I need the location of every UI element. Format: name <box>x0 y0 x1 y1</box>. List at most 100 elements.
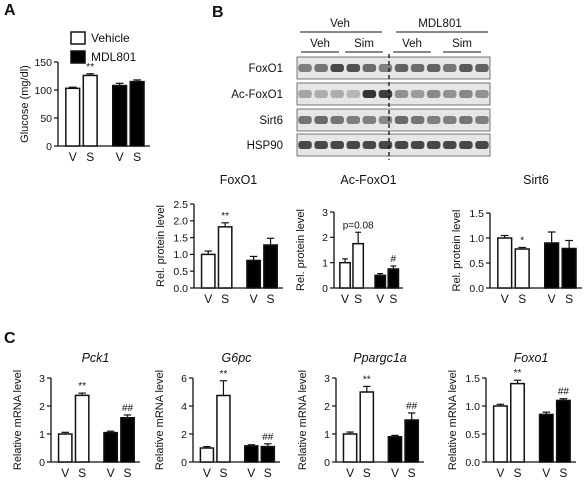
x-tick-label: V <box>496 466 504 480</box>
blot-band <box>378 141 393 149</box>
x-tick-label: S <box>86 150 94 164</box>
x-tick-label: S <box>133 150 141 164</box>
x-tick-label: S <box>264 466 272 480</box>
y-tick-label: 2.0 <box>173 216 188 228</box>
y-tick-label: 3 <box>322 207 328 219</box>
y-tick-label: 0.5 <box>469 258 484 270</box>
legend-swatch-mdl801 <box>70 50 86 64</box>
y-tick-label: 3 <box>324 373 330 385</box>
bar-vehicle <box>342 433 358 463</box>
blot-band <box>410 116 425 124</box>
blot-strip <box>296 133 491 157</box>
blot-band <box>362 64 377 72</box>
significance-label: * <box>520 236 524 247</box>
blot-band <box>394 116 409 124</box>
y-tick-label: 1 <box>39 429 45 441</box>
chart-title: G6pc <box>222 351 253 365</box>
bar-vehicle <box>352 242 365 289</box>
blot-strip <box>296 108 491 132</box>
bar-mdl801 <box>111 84 128 147</box>
blot-band <box>410 141 425 149</box>
bar-mdl801 <box>387 436 403 463</box>
y-tick-label: 3 <box>39 373 45 385</box>
y-tick-label: 1 <box>322 257 328 269</box>
y-tick-label: 6 <box>181 373 187 385</box>
chart-1: FoxO1 Rel. protein level 0.0 0.5 1.0 1.5 2.0 2.… <box>155 173 283 306</box>
bar-mdl801 <box>246 259 262 289</box>
blot-band <box>426 116 441 124</box>
y-axis-label: Relative mRNA level <box>154 370 166 470</box>
y-tick-label: 0 <box>181 457 187 469</box>
bar-mdl801 <box>538 413 554 463</box>
blot-band <box>314 116 328 124</box>
blot-strip <box>296 82 491 106</box>
x-tick-label: S <box>363 466 371 480</box>
legend-swatch-vehicle <box>70 31 86 45</box>
x-tick-label: S <box>219 466 227 480</box>
bar-mdl801 <box>543 242 560 289</box>
x-tick-label: V <box>69 150 77 164</box>
blot-row-label: Ac-FoxO1 <box>231 89 283 101</box>
y-tick-label: 0 <box>39 457 45 469</box>
x-tick-label: V <box>204 292 212 306</box>
x-tick-label: S <box>565 292 573 306</box>
bar-mdl801 <box>404 419 420 463</box>
x-tick-label: V <box>542 466 550 480</box>
y-tick-label: 2 <box>39 401 45 413</box>
y-tick-label: 0 <box>324 457 330 469</box>
bar-vehicle <box>216 394 231 463</box>
x-tick-label: V <box>391 466 399 480</box>
chart-title: Pck1 <box>82 351 110 365</box>
x-tick-label: S <box>559 466 567 480</box>
blot-band <box>459 64 473 72</box>
significance-label: p=0.08 <box>343 220 374 231</box>
blot-band <box>298 116 312 124</box>
y-tick-label: 0.0 <box>173 283 188 295</box>
chart-title: FoxO1 <box>220 173 258 187</box>
blot-band <box>362 90 377 98</box>
y-tick-label: 2 <box>324 401 330 413</box>
x-tick-label: S <box>124 466 132 480</box>
y-tick-label: 150 <box>34 57 52 69</box>
western-blot: Veh MDL801 Veh Sim Veh Sim FoxO1 Ac-FoxO1 Sirt6 H… <box>231 18 491 160</box>
x-tick-label: V <box>341 292 349 306</box>
blot-band <box>443 116 457 124</box>
significance-label: ## <box>262 432 274 443</box>
y-axis-label: Relative mRNA level <box>297 370 309 470</box>
x-tick-label: V <box>501 292 509 306</box>
chart-title: Ppargc1a <box>353 351 407 365</box>
blot-band <box>330 141 344 149</box>
bar-vehicle <box>359 391 375 463</box>
blot-band <box>378 64 393 72</box>
y-axis-label: Rel. protein level <box>295 209 307 291</box>
y-tick-label: 2.5 <box>173 199 188 211</box>
panel-label-c: C <box>4 330 16 347</box>
blot-band <box>298 141 312 149</box>
y-axis-label: Relative mRNA level <box>447 370 459 470</box>
y-tick-label: 1.0 <box>173 249 188 261</box>
x-tick-label: S <box>354 292 362 306</box>
bar-vehicle <box>492 405 508 463</box>
blot-band <box>459 90 473 98</box>
blot-band <box>426 64 441 72</box>
legend-label-mdl801: MDL801 <box>91 50 137 64</box>
y-tick-label: 0 <box>46 141 52 153</box>
significance-label: ## <box>558 387 570 398</box>
blot-band <box>394 64 409 72</box>
x-tick-label: V <box>107 466 115 480</box>
blot-sub-label: Sim <box>354 38 374 50</box>
significance-label: ** <box>514 368 522 379</box>
y-tick-label: 0.0 <box>469 283 484 295</box>
y-tick-label: 2 <box>322 232 328 244</box>
chart-title: Ac-FoxO1 <box>340 173 396 187</box>
y-axis-label: Glucose (mg/dl) <box>19 65 31 143</box>
bar-mdl801 <box>129 80 145 147</box>
bar-vehicle <box>514 248 530 289</box>
blot-row-label: Sirt6 <box>259 115 283 127</box>
